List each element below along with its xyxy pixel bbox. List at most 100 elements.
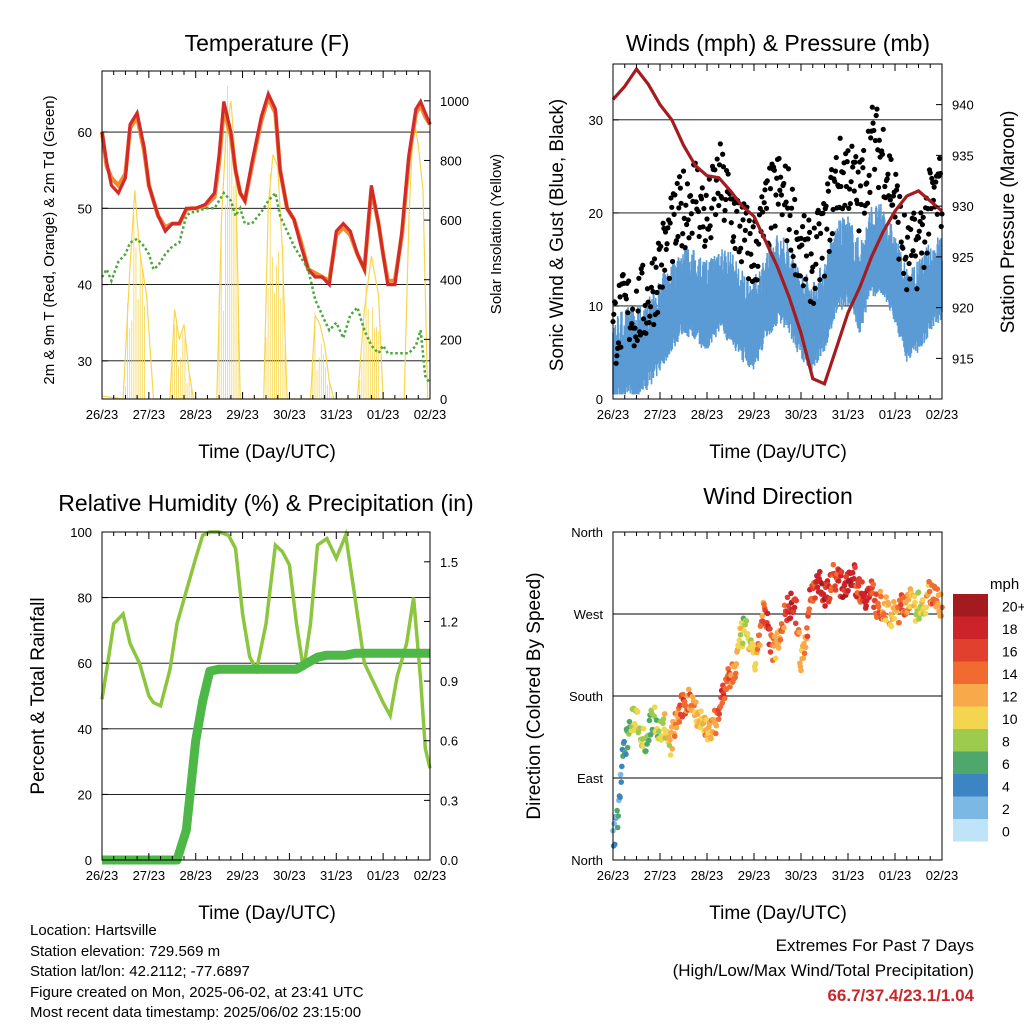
direction-point xyxy=(888,623,895,630)
y-tick-label: 0 xyxy=(596,392,603,407)
gust-point xyxy=(714,156,720,162)
gust-point xyxy=(731,234,737,240)
direction-point xyxy=(680,691,686,698)
gust-point xyxy=(779,212,785,218)
direction-xlabel: Time (Day/UTC) xyxy=(709,903,847,924)
direction-point xyxy=(812,595,818,601)
info-recent: Most recent data timestamp: 2025/06/02 2… xyxy=(30,1004,362,1021)
gust-point xyxy=(742,227,748,233)
direction-point xyxy=(743,617,750,624)
gust-point xyxy=(853,154,859,160)
gust-point xyxy=(701,205,707,212)
gust-point xyxy=(807,229,813,235)
x-tick-label: 27/23 xyxy=(644,868,677,883)
legend-swatch xyxy=(953,616,988,639)
y-tick-label: 50 xyxy=(78,201,92,216)
direction-plot-frame xyxy=(612,531,943,861)
direction-point xyxy=(801,650,808,657)
x-tick-label: 26/23 xyxy=(86,868,119,883)
gust-point xyxy=(793,229,799,235)
direction-point xyxy=(737,631,744,638)
direction-point xyxy=(938,591,944,598)
extremes-title: Extremes For Past 7 Days xyxy=(775,936,974,955)
legend-swatch xyxy=(953,751,988,774)
direction-point xyxy=(883,594,889,600)
gust-point xyxy=(629,321,635,327)
gust-point xyxy=(673,237,680,244)
x-tick-label: 30/23 xyxy=(273,407,306,422)
gust-point xyxy=(647,313,653,319)
temperature-ylabel-right: Solar Insolation (Yellow) xyxy=(488,154,505,314)
direction-point xyxy=(764,610,771,617)
direction-point xyxy=(791,604,798,611)
gust-point xyxy=(774,175,780,181)
gust-point xyxy=(646,319,652,326)
gust-point xyxy=(745,276,752,282)
gust-point xyxy=(815,207,821,214)
gust-point xyxy=(806,217,812,223)
gust-point xyxy=(612,300,618,306)
gust-point xyxy=(904,234,911,240)
gust-point xyxy=(729,196,735,202)
gust-point xyxy=(812,285,818,291)
gust-point xyxy=(655,309,661,316)
gust-point xyxy=(900,245,906,251)
gust-point xyxy=(860,165,866,171)
gust-point xyxy=(929,175,935,182)
gust-point xyxy=(800,283,806,289)
gust-point xyxy=(915,235,922,241)
gust-point xyxy=(668,195,674,201)
y2-tick-label: 940 xyxy=(952,98,974,113)
direction-point xyxy=(800,655,807,662)
gust-point xyxy=(823,203,829,209)
legend-label: 6 xyxy=(1002,756,1010,772)
gust-point xyxy=(916,228,922,234)
gust-point xyxy=(669,204,675,210)
y2-tick-label: 1.5 xyxy=(440,555,458,570)
gust-point xyxy=(938,223,944,230)
gust-point xyxy=(781,180,787,187)
y-tick-label: 20 xyxy=(589,206,603,221)
gust-point xyxy=(895,219,901,225)
direction-point xyxy=(651,704,658,710)
gust-point xyxy=(614,353,620,359)
gust-point xyxy=(777,187,783,193)
gust-point xyxy=(725,171,731,177)
gust-point xyxy=(856,228,862,234)
gust-point xyxy=(784,238,790,244)
gust-point xyxy=(720,164,727,170)
direction-point xyxy=(926,588,933,595)
gust-point xyxy=(850,164,856,170)
gust-point xyxy=(797,273,803,279)
direction-point xyxy=(804,625,810,631)
direction-point xyxy=(845,587,851,594)
gust-point xyxy=(801,213,807,219)
gust-point xyxy=(827,237,833,243)
legend-swatch xyxy=(953,819,988,842)
gust-point xyxy=(633,288,640,294)
gust-point xyxy=(658,243,664,250)
direction-panel: Wind Direction Direction (Colored By Spe… xyxy=(524,483,958,924)
y2-tick-label: 0.9 xyxy=(440,674,458,689)
gust-point xyxy=(830,206,836,213)
direction-point xyxy=(744,630,751,637)
gust-point xyxy=(783,199,789,205)
y2-tick-label: 0.6 xyxy=(440,734,458,749)
gust-point xyxy=(683,202,689,208)
gust-point xyxy=(852,159,858,165)
direction-point xyxy=(643,748,649,754)
y2-tick-label: 800 xyxy=(440,153,462,168)
gust-point xyxy=(713,211,719,218)
gust-point xyxy=(824,226,830,232)
direction-point xyxy=(671,733,678,740)
gust-point xyxy=(640,262,646,268)
direction-point xyxy=(713,722,720,729)
gust-point xyxy=(693,199,699,205)
direction-point xyxy=(621,738,627,745)
gust-point xyxy=(813,261,819,267)
gust-point xyxy=(738,245,744,251)
direction-point xyxy=(614,807,620,814)
gust-point xyxy=(681,215,687,221)
gust-point xyxy=(704,216,710,222)
gust-point xyxy=(772,223,778,229)
